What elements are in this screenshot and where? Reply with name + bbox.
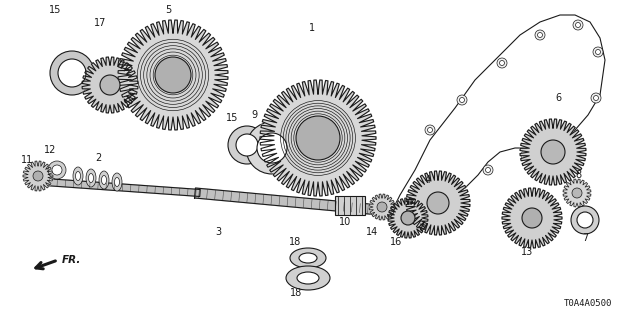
Ellipse shape (290, 248, 326, 268)
Text: 11: 11 (21, 155, 33, 165)
Text: 18: 18 (289, 237, 301, 247)
Circle shape (538, 33, 543, 37)
Text: 4: 4 (425, 175, 431, 185)
Circle shape (575, 22, 580, 28)
Circle shape (522, 208, 542, 228)
Circle shape (591, 93, 601, 103)
Circle shape (33, 171, 43, 181)
Circle shape (50, 51, 94, 95)
Circle shape (572, 188, 582, 198)
Text: 8: 8 (575, 170, 581, 180)
Text: 5: 5 (165, 5, 171, 15)
Text: FR.: FR. (62, 255, 81, 265)
Ellipse shape (115, 178, 120, 187)
Circle shape (228, 126, 266, 164)
Circle shape (457, 95, 467, 105)
Circle shape (427, 192, 449, 214)
Ellipse shape (76, 172, 81, 180)
Polygon shape (118, 20, 228, 130)
Text: 7: 7 (582, 233, 588, 243)
Text: 10: 10 (339, 217, 351, 227)
Polygon shape (369, 194, 395, 220)
Bar (335, 196, 365, 215)
Circle shape (377, 202, 387, 212)
Circle shape (401, 211, 415, 225)
Text: 15: 15 (226, 113, 238, 123)
Circle shape (563, 130, 573, 140)
Polygon shape (563, 179, 591, 207)
Circle shape (460, 98, 465, 102)
Circle shape (257, 133, 287, 163)
Circle shape (571, 206, 599, 234)
Polygon shape (260, 80, 376, 196)
Ellipse shape (297, 272, 319, 284)
Circle shape (595, 50, 600, 54)
Circle shape (58, 59, 86, 87)
Text: 14: 14 (366, 227, 378, 237)
Ellipse shape (86, 169, 96, 187)
Text: 13: 13 (521, 247, 533, 257)
Text: 3: 3 (215, 227, 221, 237)
Text: T0A4A0500: T0A4A0500 (564, 299, 612, 308)
Ellipse shape (112, 173, 122, 191)
Polygon shape (195, 188, 380, 215)
Circle shape (100, 75, 120, 95)
Ellipse shape (73, 167, 83, 185)
Polygon shape (502, 188, 562, 248)
Text: 17: 17 (94, 18, 106, 28)
Text: 1: 1 (309, 23, 315, 33)
Ellipse shape (99, 171, 109, 189)
Circle shape (246, 122, 298, 174)
Circle shape (577, 212, 593, 228)
Circle shape (497, 58, 507, 68)
Text: 9: 9 (251, 110, 257, 120)
Circle shape (428, 127, 433, 132)
Text: 16: 16 (390, 237, 402, 247)
Circle shape (593, 47, 603, 57)
Circle shape (425, 125, 435, 135)
Polygon shape (45, 179, 200, 196)
Circle shape (521, 150, 531, 160)
Circle shape (566, 132, 570, 138)
Ellipse shape (102, 175, 106, 185)
Circle shape (524, 153, 529, 157)
Ellipse shape (299, 253, 317, 263)
Circle shape (535, 30, 545, 40)
Polygon shape (82, 57, 138, 113)
Circle shape (499, 60, 504, 66)
Circle shape (483, 165, 493, 175)
Text: 6: 6 (555, 93, 561, 103)
Circle shape (541, 140, 565, 164)
Circle shape (48, 161, 66, 179)
Polygon shape (23, 161, 53, 191)
Circle shape (296, 116, 340, 160)
Circle shape (593, 95, 598, 100)
Circle shape (486, 167, 490, 172)
Polygon shape (520, 119, 586, 185)
Text: 18: 18 (290, 288, 302, 298)
Text: 2: 2 (95, 153, 101, 163)
Text: 12: 12 (44, 145, 56, 155)
Polygon shape (406, 171, 470, 235)
Text: 15: 15 (49, 5, 61, 15)
Polygon shape (388, 198, 428, 238)
Circle shape (52, 165, 62, 175)
Circle shape (573, 20, 583, 30)
Ellipse shape (88, 173, 93, 182)
Ellipse shape (286, 266, 330, 290)
Circle shape (155, 57, 191, 93)
Circle shape (236, 134, 258, 156)
